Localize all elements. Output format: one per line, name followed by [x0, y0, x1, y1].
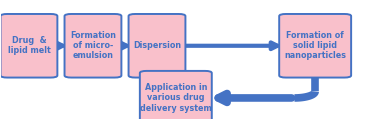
- Text: Formation of
solid lipid
nanoparticles: Formation of solid lipid nanoparticles: [284, 31, 346, 60]
- FancyBboxPatch shape: [140, 71, 212, 120]
- Text: Formation
of micro-
emulsion: Formation of micro- emulsion: [70, 31, 116, 60]
- Text: Application in
various drug
delivery system: Application in various drug delivery sys…: [140, 83, 212, 113]
- Text: Dispersion: Dispersion: [133, 41, 181, 50]
- FancyBboxPatch shape: [65, 14, 121, 78]
- FancyBboxPatch shape: [0, 14, 57, 78]
- FancyBboxPatch shape: [129, 14, 186, 78]
- FancyBboxPatch shape: [279, 14, 351, 78]
- Text: Drug  &
lipid melt: Drug & lipid melt: [8, 36, 50, 55]
